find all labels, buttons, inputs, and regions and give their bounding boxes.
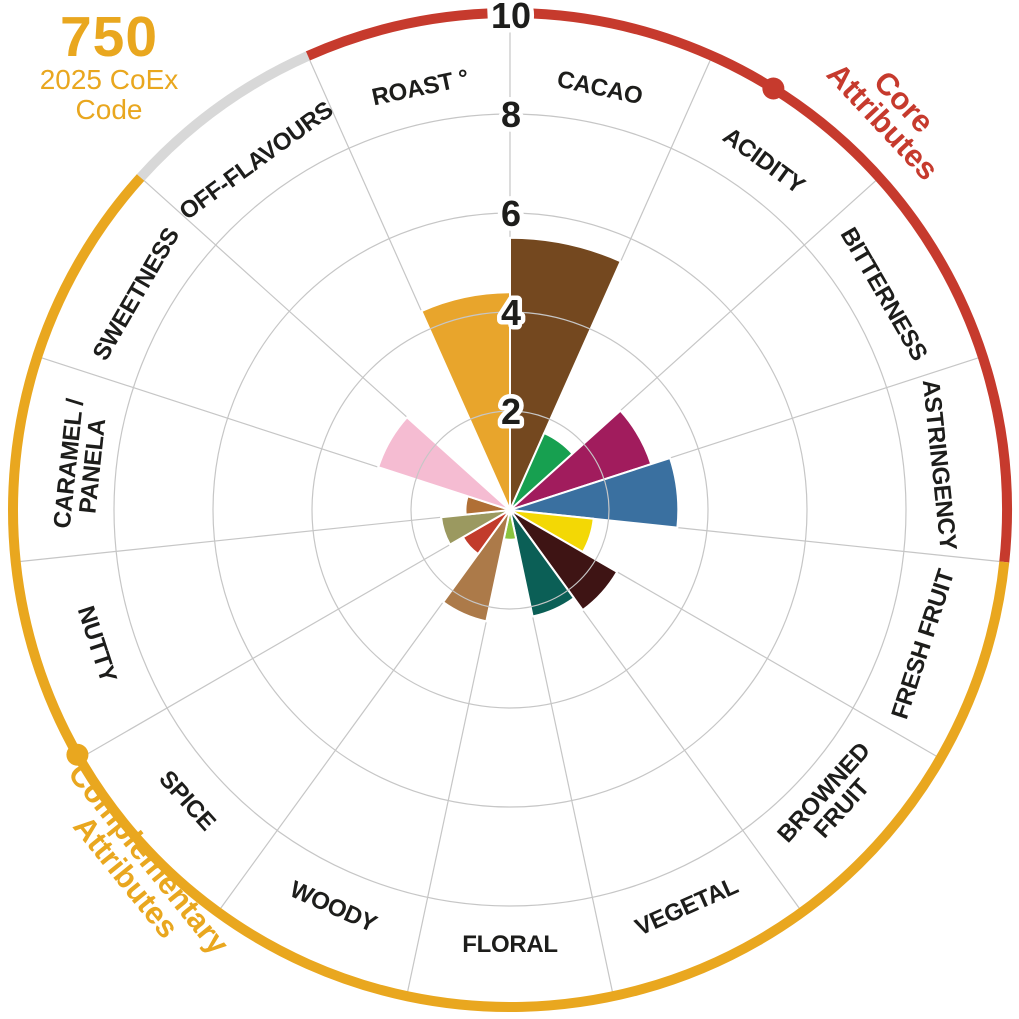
category-label-roast: ROAST ° xyxy=(369,65,471,112)
grid-ring-8 xyxy=(113,113,907,907)
category-label-woody: WOODY xyxy=(286,876,381,938)
category-label-floral: FLORAL xyxy=(462,931,558,958)
ring-tick-8: 8 xyxy=(501,94,521,135)
category-label-bitterness: BITTERNESS xyxy=(835,223,933,366)
wedge-vegetal xyxy=(509,509,576,618)
coex-code-caption: 2025 CoEx Code xyxy=(39,64,179,125)
wedge-sweetness xyxy=(377,416,511,511)
grid-ring-4 xyxy=(311,311,709,709)
ring-tick-4: 4 xyxy=(501,292,521,333)
arc-core xyxy=(532,8,1012,563)
arc-dot-core xyxy=(762,77,785,100)
ring-tick-6: 6 xyxy=(501,193,521,234)
wedge-astringency xyxy=(509,456,680,529)
category-label-cacao: CACAO xyxy=(555,66,645,110)
grid-spoke xyxy=(17,509,511,563)
category-label-nutty: NUTTY xyxy=(72,603,122,686)
wedge-woody xyxy=(442,509,511,623)
wedge-roast xyxy=(420,291,511,511)
arc-dot-complementary xyxy=(66,743,89,766)
grid-spoke xyxy=(81,509,511,759)
category-label-vegetal: VEGETAL xyxy=(631,872,742,941)
wedge-cacao xyxy=(509,236,622,511)
arc-off-flavours xyxy=(136,51,310,181)
coex-code-number: 750 xyxy=(59,5,159,69)
category-label-caramel-panela: CARAMEL /PANELA xyxy=(49,397,113,532)
ring-tick-10: 10 xyxy=(491,0,531,36)
arc-complementary xyxy=(8,174,1010,1012)
coex-code-block: 750 2025 CoEx Code xyxy=(8,5,210,125)
category-label-sweetness: SWEETNESS xyxy=(88,223,186,365)
category-label-acidity: ACIDITY xyxy=(718,122,810,199)
arc-core xyxy=(305,8,488,61)
grid-ring-2 xyxy=(410,410,610,610)
category-label-spice: SPICE xyxy=(153,765,220,836)
grid-ring-6 xyxy=(212,212,808,808)
wedge-nutty xyxy=(440,509,511,546)
ring-tick-2: 2 xyxy=(501,391,521,432)
wedge-browned-fruit xyxy=(509,509,619,612)
category-label-astringency: ASTRINGENCY xyxy=(917,378,962,552)
